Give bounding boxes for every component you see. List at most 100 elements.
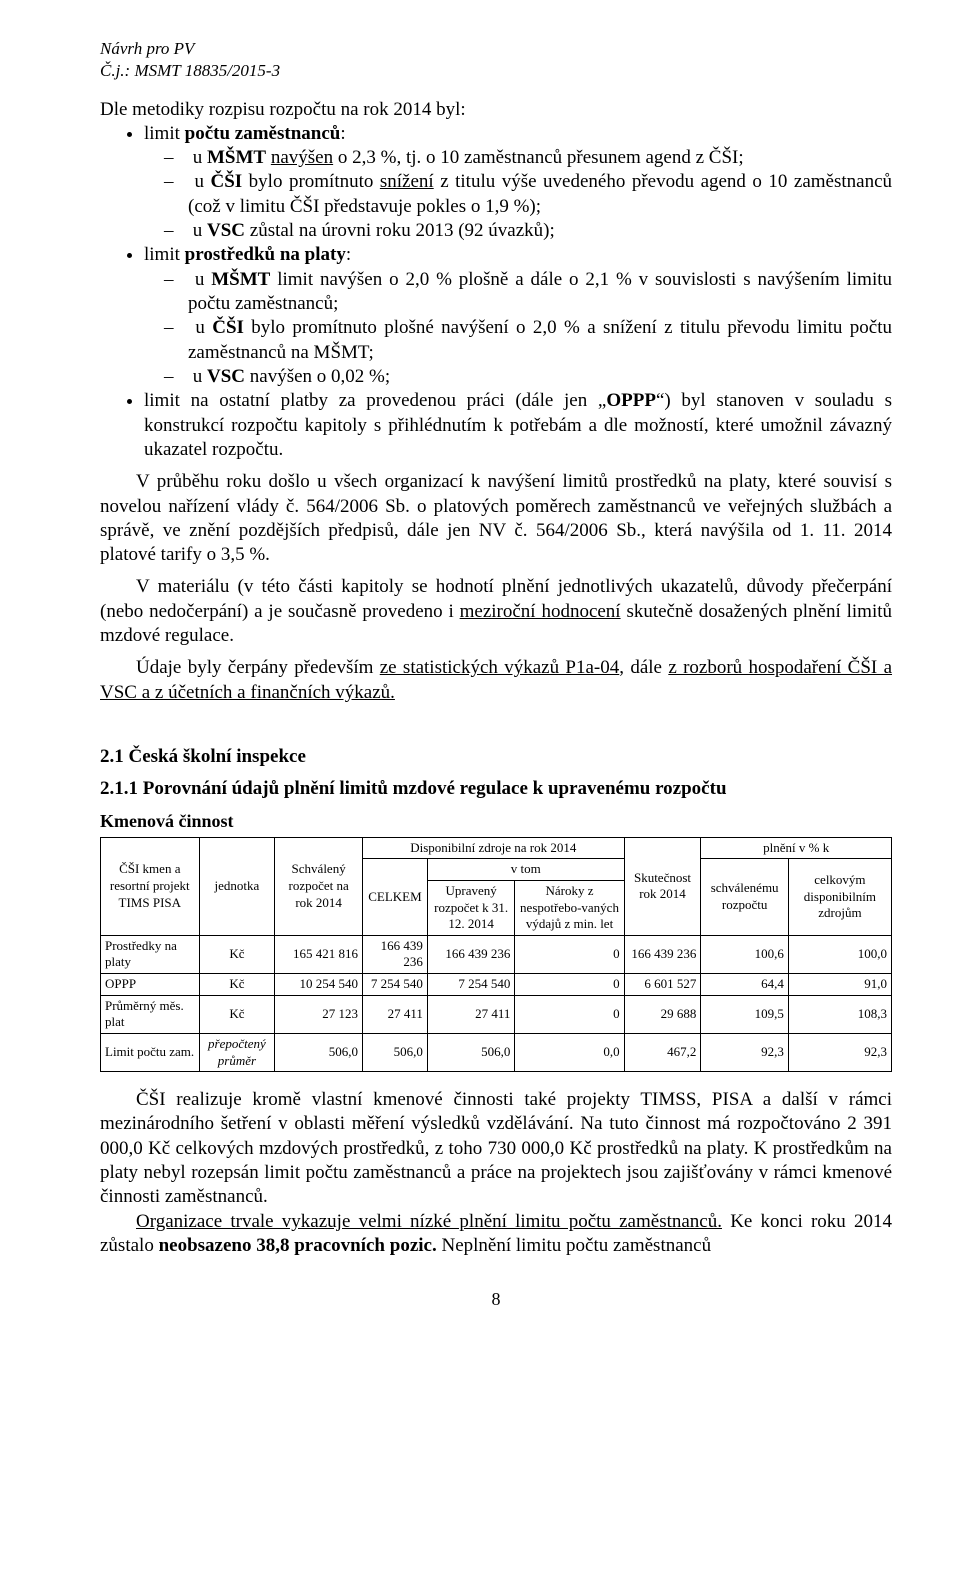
cell: 27 123 [275, 995, 363, 1033]
cell: 166 439 236 [362, 935, 427, 973]
dash-item: u VSC zůstal na úrovni roku 2013 (92 úva… [188, 219, 892, 243]
th-disp: Disponibilní zdroje na rok 2014 [362, 837, 624, 859]
dash-item: u ČŠI bylo promítnuto snížení z titulu v… [188, 170, 892, 219]
cell: 165 421 816 [275, 935, 363, 973]
cell-unit: Kč [199, 935, 275, 973]
t: zůstal na úrovni roku 2013 (92 úvazků); [245, 220, 555, 241]
dash-item: u MŠMT navýšen o 2,3 %, tj. o 10 zaměstn… [188, 146, 892, 170]
t: Organizace trvale vykazuje velmi nízké p… [136, 1211, 722, 1232]
dash-item: u ČŠI bylo promítnuto plošné navýšení o … [188, 316, 892, 365]
section-2-1: 2.1 Česká školní inspekce [100, 745, 892, 769]
para-3: Údaje byly čerpány především ze statisti… [100, 656, 892, 705]
t: snížení [380, 171, 434, 192]
t: bylo promítnuto [242, 171, 380, 192]
t: : [346, 244, 351, 265]
page: Návrh pro PV Č.j.: MSMT 18835/2015-3 Dle… [0, 0, 960, 1349]
t: : [340, 123, 345, 144]
t: MŠMT [207, 147, 266, 168]
table-row: OPPPKč10 254 5407 254 5407 254 54006 601… [101, 974, 892, 996]
cell: 27 411 [427, 995, 515, 1033]
t: MŠMT [211, 269, 270, 290]
section-2-1-1: 2.1.1 Porovnání údajů plnění limitů mzdo… [100, 777, 892, 801]
para-1: V průběhu roku došlo u všech organizací … [100, 470, 892, 567]
t: limit [144, 123, 185, 144]
page-number: 8 [100, 1288, 892, 1311]
table-row: Průměrný měs. platKč27 12327 41127 41102… [101, 995, 892, 1033]
cell: 109,5 [701, 995, 788, 1033]
t: Neplnění limitu počtu zaměstnanců [437, 1235, 711, 1256]
t: počtu zaměstnanců [185, 123, 341, 144]
bullet-item-1: limit počtu zaměstnanců: u MŠMT navýšen … [144, 122, 892, 244]
t: u [193, 147, 207, 168]
th-upr: Upravený rozpočet k 31. 12. 2014 [427, 880, 515, 935]
th-celk: celkovým disponibilním zdrojům [788, 859, 891, 936]
cell-unit: Kč [199, 995, 275, 1033]
th-vtom: v tom [427, 859, 624, 881]
cell: 100,6 [701, 935, 788, 973]
t: u [193, 366, 207, 387]
cell: 7 254 540 [427, 974, 515, 996]
cell: 7 254 540 [362, 974, 427, 996]
th-plneni: plnění v % k [701, 837, 892, 859]
cell: 64,4 [701, 974, 788, 996]
t: o 2,3 %, tj. o 10 zaměstnanců přesunem a… [333, 147, 744, 168]
th-label: ČŠI kmen a resortní projekt TIMS PISA [101, 837, 200, 935]
para-4: ČŠI realizuje kromě vlastní kmenové činn… [100, 1088, 892, 1210]
cell: 29 688 [624, 995, 701, 1033]
cell: 0 [515, 995, 624, 1033]
cell: 166 439 236 [427, 935, 515, 973]
t: u [193, 220, 207, 241]
t: , dále [619, 657, 668, 678]
t: neobsazeno 38,8 pracovních pozic. [159, 1235, 437, 1256]
t: u [195, 317, 212, 338]
t: bylo promítnuto plošné navýšení o 2,0 % … [188, 317, 892, 362]
cell: 166 439 236 [624, 935, 701, 973]
t: u [195, 171, 211, 192]
para-5: Organizace trvale vykazuje velmi nízké p… [100, 1210, 892, 1259]
cell: 0 [515, 935, 624, 973]
table-row: Limit počtu zam.přepočtený průměr506,050… [101, 1033, 892, 1071]
t: ČŠI [212, 317, 244, 338]
cell: 27 411 [362, 995, 427, 1033]
th-schv: Schválený rozpočet na rok 2014 [275, 837, 363, 935]
bullet-item-3: limit na ostatní platby za provedenou pr… [144, 389, 892, 462]
cell-label: Průměrný měs. plat [101, 995, 200, 1033]
t: Údaje byly čerpány především [136, 657, 380, 678]
t: prostředků na platy [185, 244, 346, 265]
cell: 0 [515, 974, 624, 996]
cell: 91,0 [788, 974, 891, 996]
t: u [195, 269, 211, 290]
cell-label: Prostředky na platy [101, 935, 200, 973]
cell: 506,0 [362, 1033, 427, 1071]
th-schv2: schválenému rozpočtu [701, 859, 788, 936]
th-unit: jednotka [199, 837, 275, 935]
t: ze statistických výkazů P1a-04 [380, 657, 620, 678]
t: VSC [207, 366, 245, 387]
t: navýšen [271, 147, 333, 168]
cell: 92,3 [701, 1033, 788, 1071]
header-line-1: Návrh pro PV [100, 38, 892, 60]
dash-item: u VSC navýšen o 0,02 %; [188, 365, 892, 389]
t: meziroční hodnocení [460, 601, 621, 622]
cell: 10 254 540 [275, 974, 363, 996]
cell: 108,3 [788, 995, 891, 1033]
bullet-item-2: limit prostředků na platy: u MŠMT limit … [144, 243, 892, 389]
data-table: ČŠI kmen a resortní projekt TIMS PISA je… [100, 837, 892, 1073]
cell-label: Limit počtu zam. [101, 1033, 200, 1071]
cell-label: OPPP [101, 974, 200, 996]
intro-lead: Dle metodiky rozpisu rozpočtu na rok 201… [100, 98, 892, 122]
th-skut: Skutečnost rok 2014 [624, 837, 701, 935]
cell: 506,0 [427, 1033, 515, 1071]
cell: 6 601 527 [624, 974, 701, 996]
cell: 92,3 [788, 1033, 891, 1071]
bullet-list: limit počtu zaměstnanců: u MŠMT navýšen … [100, 122, 892, 462]
t: limit na ostatní platby za provedenou pr… [144, 390, 606, 411]
cell-unit: Kč [199, 974, 275, 996]
intro-lead-text: Dle metodiky rozpisu rozpočtu na rok 201… [100, 99, 466, 120]
t: OPPP [606, 390, 656, 411]
cell: 506,0 [275, 1033, 363, 1071]
cell: 0,0 [515, 1033, 624, 1071]
para-2: V materiálu (v této části kapitoly se ho… [100, 575, 892, 648]
t: limit navýšen o 2,0 % plošně a dále o 2,… [188, 269, 892, 314]
th-naroky: Nároky z nespotřebo-vaných výdajů z min.… [515, 880, 624, 935]
